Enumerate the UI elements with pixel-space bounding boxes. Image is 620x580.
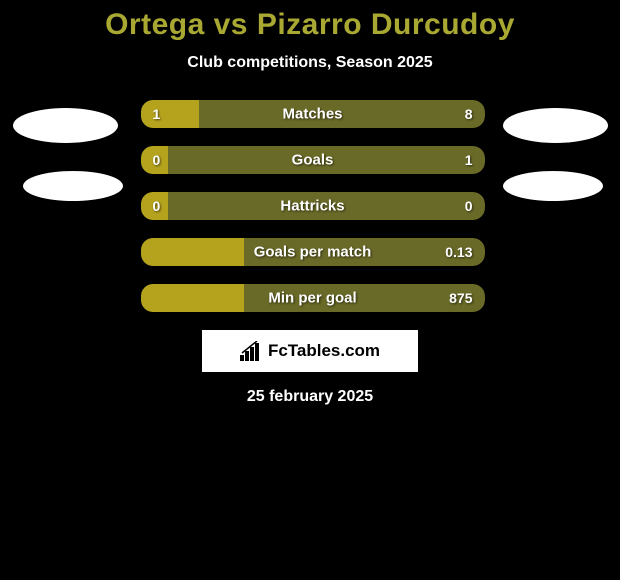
stat-left-value: 0 (153, 152, 161, 168)
player-avatar-left-1 (13, 108, 118, 143)
stat-name: Hattricks (280, 198, 344, 215)
page-title: Ortega vs Pizarro Durcudoy (0, 8, 620, 42)
player-avatar-left-2 (23, 171, 123, 201)
comparison-area: 1 Matches 8 0 Goals 1 0 Hattricks 0 Goals per mat… (0, 100, 620, 312)
right-avatar-column (503, 100, 608, 201)
stat-right-value: 0.13 (445, 244, 472, 260)
stat-right-value: 1 (465, 152, 473, 168)
stat-name: Matches (282, 106, 342, 123)
stat-left-value: 0 (153, 198, 161, 214)
bar-left-fill (141, 284, 244, 312)
stat-name: Goals (292, 152, 334, 169)
date-line: 25 february 2025 (0, 388, 620, 406)
stat-row: 0 Hattricks 0 (141, 192, 485, 220)
comparison-card: Ortega vs Pizarro Durcudoy Club competit… (0, 0, 620, 406)
stat-row: Goals per match 0.13 (141, 238, 485, 266)
stat-right-value: 0 (465, 198, 473, 214)
stat-left-value: 1 (153, 106, 161, 122)
stat-bars: 1 Matches 8 0 Goals 1 0 Hattricks 0 Goals per mat… (141, 100, 485, 312)
player-avatar-right-1 (503, 108, 608, 143)
stat-name: Goals per match (254, 244, 372, 261)
stat-row: 0 Goals 1 (141, 146, 485, 174)
logo-text: FcTables.com (268, 341, 380, 361)
player-avatar-right-2 (503, 171, 603, 201)
stat-right-value: 8 (465, 106, 473, 122)
stat-row: Min per goal 875 (141, 284, 485, 312)
stat-row: 1 Matches 8 (141, 100, 485, 128)
stat-name: Min per goal (268, 290, 356, 307)
subtitle: Club competitions, Season 2025 (0, 54, 620, 72)
stat-right-value: 875 (449, 290, 472, 306)
bar-left-fill (141, 100, 199, 128)
logo-box[interactable]: FcTables.com (202, 330, 418, 372)
left-avatar-column (13, 100, 123, 201)
chart-icon (240, 341, 262, 361)
bar-left-fill (141, 238, 244, 266)
